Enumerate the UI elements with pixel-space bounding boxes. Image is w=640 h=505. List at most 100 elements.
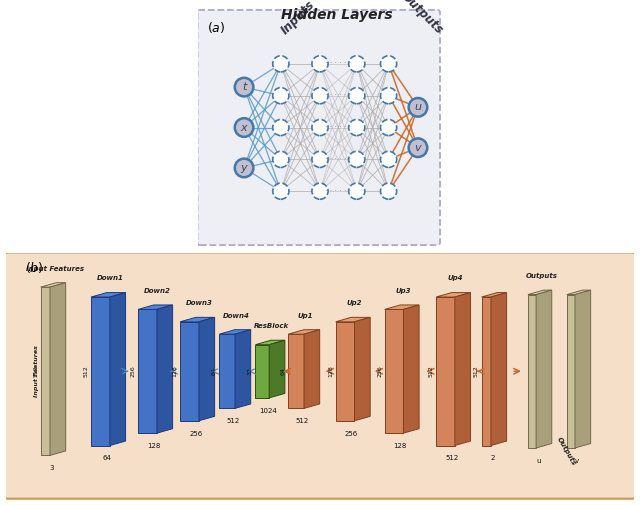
- Circle shape: [235, 78, 253, 96]
- Text: · · · · · ·: · · · · · ·: [325, 187, 351, 196]
- Polygon shape: [336, 317, 370, 322]
- Text: 128: 128: [394, 443, 407, 449]
- Text: Up2: Up2: [347, 300, 362, 306]
- Text: 512: 512: [296, 418, 309, 424]
- Polygon shape: [491, 292, 507, 445]
- Polygon shape: [385, 310, 403, 433]
- Circle shape: [273, 56, 289, 72]
- Text: Up1: Up1: [298, 313, 314, 319]
- Polygon shape: [255, 340, 285, 345]
- Text: u: u: [536, 458, 541, 464]
- Text: 512: 512: [474, 366, 479, 377]
- Circle shape: [349, 119, 365, 136]
- Polygon shape: [528, 294, 536, 448]
- Polygon shape: [289, 330, 320, 334]
- Text: 64: 64: [102, 456, 111, 462]
- Text: Down1: Down1: [97, 275, 124, 281]
- Circle shape: [312, 152, 328, 168]
- Circle shape: [409, 98, 428, 117]
- Circle shape: [312, 183, 328, 199]
- Text: v: v: [415, 143, 421, 153]
- Polygon shape: [455, 292, 470, 445]
- Polygon shape: [180, 317, 214, 322]
- Text: Down2: Down2: [143, 288, 170, 294]
- Polygon shape: [138, 305, 173, 310]
- Polygon shape: [528, 290, 552, 294]
- Polygon shape: [481, 297, 491, 445]
- Text: 128: 128: [173, 366, 178, 377]
- Text: 128: 128: [328, 366, 333, 377]
- Text: 512: 512: [33, 366, 38, 377]
- Text: x: x: [241, 123, 248, 132]
- Polygon shape: [180, 322, 199, 421]
- Text: Outputs: Outputs: [525, 273, 557, 279]
- Polygon shape: [40, 287, 50, 456]
- Text: 128: 128: [147, 443, 161, 449]
- Text: Up3: Up3: [396, 288, 411, 294]
- Circle shape: [273, 152, 289, 168]
- Text: · · · · · ·: · · · · · ·: [325, 123, 351, 132]
- Circle shape: [381, 183, 397, 199]
- Circle shape: [312, 119, 328, 136]
- Text: Inputs: Inputs: [278, 0, 317, 37]
- Polygon shape: [336, 322, 355, 421]
- Circle shape: [381, 56, 397, 72]
- Polygon shape: [199, 317, 214, 421]
- Text: 256: 256: [131, 366, 136, 377]
- Circle shape: [349, 152, 365, 168]
- Text: 512: 512: [429, 366, 433, 377]
- FancyBboxPatch shape: [198, 10, 440, 245]
- Text: · · · · · ·: · · · · · ·: [325, 91, 351, 100]
- Text: t: t: [242, 82, 246, 92]
- Text: 2: 2: [490, 456, 495, 462]
- Polygon shape: [220, 330, 251, 334]
- Text: $\mathbf{\mathit{(b)}}$: $\mathbf{\mathit{(b)}}$: [25, 260, 44, 275]
- Circle shape: [349, 183, 365, 199]
- Polygon shape: [235, 330, 251, 409]
- Polygon shape: [403, 305, 419, 433]
- Polygon shape: [355, 317, 370, 421]
- Polygon shape: [40, 283, 66, 287]
- Circle shape: [273, 119, 289, 136]
- Text: Outputs: Outputs: [398, 0, 445, 37]
- Polygon shape: [304, 330, 320, 409]
- Polygon shape: [567, 294, 575, 448]
- Text: ResBlock: ResBlock: [254, 323, 289, 329]
- Circle shape: [235, 159, 253, 177]
- Polygon shape: [91, 297, 110, 445]
- Text: 64: 64: [281, 367, 286, 375]
- Text: 256: 256: [345, 431, 358, 437]
- Polygon shape: [269, 340, 285, 398]
- Text: 64: 64: [212, 367, 217, 375]
- Circle shape: [273, 183, 289, 199]
- Text: · · · · · ·: · · · · · ·: [325, 59, 351, 68]
- Text: 512: 512: [84, 366, 88, 377]
- Circle shape: [349, 87, 365, 104]
- Text: $\mathbf{\mathit{(a)}}$: $\mathbf{\mathit{(a)}}$: [207, 20, 226, 35]
- Polygon shape: [567, 290, 591, 294]
- Text: 512: 512: [445, 456, 458, 462]
- Circle shape: [381, 152, 397, 168]
- Text: 256: 256: [189, 431, 202, 437]
- Circle shape: [273, 87, 289, 104]
- Text: Input Features: Input Features: [34, 345, 39, 397]
- Polygon shape: [481, 292, 507, 297]
- Text: Input Features: Input Features: [26, 266, 84, 272]
- Text: 512: 512: [227, 418, 240, 424]
- Polygon shape: [385, 305, 419, 310]
- Text: 3: 3: [49, 465, 54, 471]
- Text: 1024: 1024: [260, 408, 278, 414]
- Text: Down3: Down3: [186, 300, 212, 306]
- Polygon shape: [436, 292, 470, 297]
- Polygon shape: [536, 290, 552, 448]
- Text: u: u: [415, 103, 422, 112]
- Text: 32: 32: [248, 367, 253, 375]
- Polygon shape: [220, 334, 235, 409]
- Polygon shape: [255, 345, 269, 398]
- Polygon shape: [138, 310, 157, 433]
- Text: Hidden Layers: Hidden Layers: [282, 8, 393, 22]
- Polygon shape: [50, 283, 66, 456]
- Polygon shape: [575, 290, 591, 448]
- Text: Up4: Up4: [447, 275, 463, 281]
- Circle shape: [381, 87, 397, 104]
